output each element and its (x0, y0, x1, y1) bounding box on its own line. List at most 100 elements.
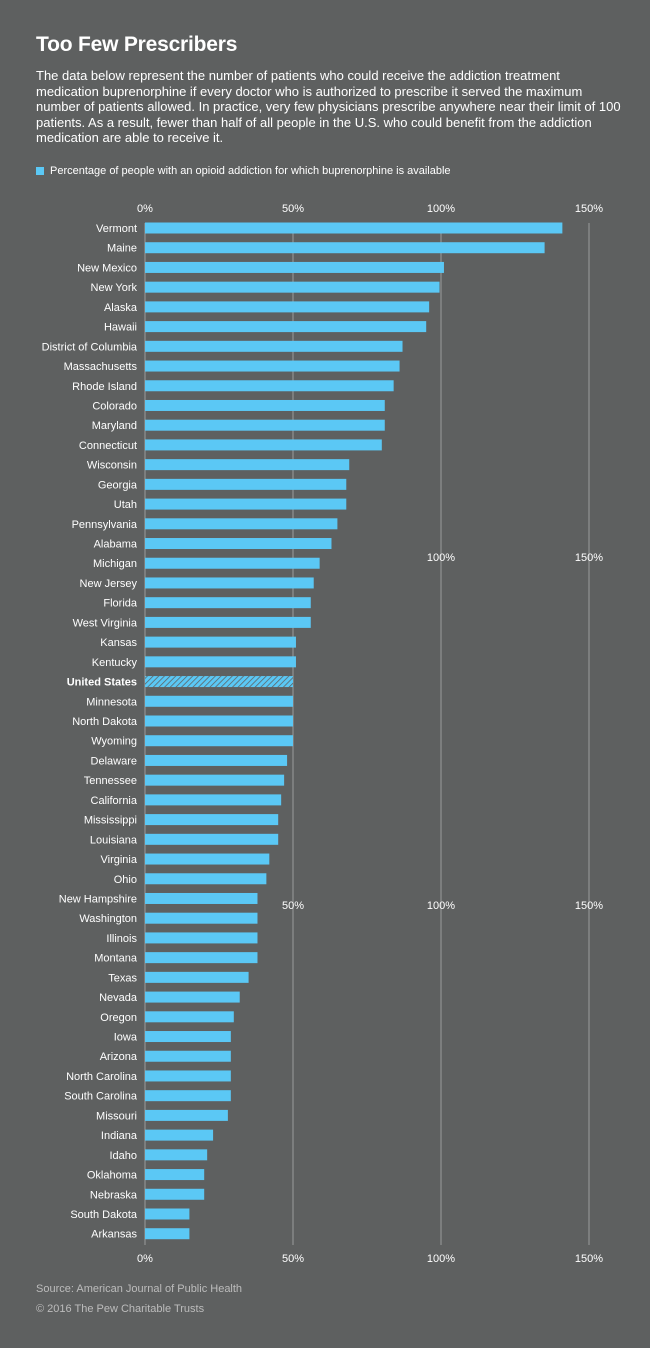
bar (145, 577, 314, 589)
tick-label: 0% (137, 203, 153, 215)
tick-label: 150% (575, 203, 603, 215)
category-label: New Mexico (77, 262, 137, 274)
category-label: Vermont (96, 223, 137, 235)
chart-description: The data below represent the number of p… (36, 68, 621, 145)
bar (145, 853, 270, 865)
bar (145, 459, 350, 471)
category-label: California (91, 795, 138, 807)
bar-chart: 0% 50% 100% 150% 100% 150% 50% 100% 150% 0% 50% 100… (42, 203, 604, 1265)
bar (145, 754, 288, 766)
category-label: Utah (114, 499, 137, 511)
bar (145, 991, 240, 1003)
category-label: Texas (108, 972, 137, 984)
category-label: Louisiana (90, 834, 138, 846)
bar (145, 498, 347, 510)
tick-label: 0% (137, 1253, 153, 1265)
bar (145, 597, 311, 609)
bar (145, 1169, 205, 1181)
category-label: United States (67, 677, 137, 689)
copyright-note: © 2016 The Pew Charitable Trusts (36, 1303, 205, 1315)
source-note: Source: American Journal of Public Healt… (36, 1283, 243, 1295)
bar (145, 932, 258, 944)
bar (145, 360, 400, 372)
category-label: Washington (79, 913, 137, 925)
bar (145, 340, 403, 352)
bar (145, 261, 444, 273)
bar (145, 439, 382, 451)
category-label: Georgia (98, 479, 138, 491)
tick-label: 100% (427, 203, 455, 215)
bar (145, 814, 279, 826)
bar (145, 912, 258, 924)
bar (145, 538, 332, 550)
legend-swatch (36, 167, 44, 175)
category-label: New York (91, 282, 138, 294)
category-label: Michigan (93, 558, 137, 570)
bar (145, 1208, 190, 1220)
bar (145, 419, 385, 431)
bar (145, 281, 440, 293)
category-label: District of Columbia (42, 341, 138, 353)
category-label: Florida (103, 598, 138, 610)
category-label: Oklahoma (87, 1170, 138, 1182)
category-label: Alaska (104, 302, 138, 314)
bar (145, 892, 258, 904)
tick-label: 50% (282, 1253, 304, 1265)
bar-highlight (145, 676, 293, 688)
bar (145, 557, 320, 569)
category-label: Missouri (96, 1110, 137, 1122)
bar (145, 656, 296, 668)
bar (145, 1109, 228, 1121)
tick-label: 50% (282, 203, 304, 215)
bar (145, 1129, 214, 1141)
category-label: Hawaii (104, 322, 137, 334)
bar (145, 952, 258, 964)
category-label: West Virginia (73, 617, 138, 629)
legend-label: Percentage of people with an opioid addi… (50, 165, 451, 177)
category-label: Nebraska (90, 1189, 138, 1201)
category-label: Massachusetts (64, 361, 138, 373)
category-label: Arizona (100, 1051, 138, 1063)
category-label: Colorado (92, 400, 137, 412)
category-label: Connecticut (79, 440, 137, 452)
bar (145, 873, 267, 885)
category-label: Delaware (91, 755, 137, 767)
category-label: Maine (107, 243, 137, 255)
category-label: Nevada (99, 992, 138, 1004)
category-label: Pennsylvania (72, 519, 138, 531)
bar (145, 833, 279, 845)
bar (145, 518, 338, 530)
bar (145, 636, 296, 648)
category-label: Kansas (100, 637, 137, 649)
category-label: Mississippi (84, 815, 137, 827)
category-label: Indiana (101, 1130, 138, 1142)
category-label: Oregon (100, 1012, 137, 1024)
bar (145, 774, 285, 786)
category-label: New Hampshire (59, 893, 137, 905)
category-label: Maryland (92, 420, 137, 432)
bar (145, 301, 430, 313)
category-label: Rhode Island (72, 381, 137, 393)
category-label: South Carolina (64, 1091, 138, 1103)
bar (145, 242, 545, 254)
bar (145, 1090, 231, 1102)
category-label: Montana (94, 953, 138, 965)
bar (145, 399, 385, 411)
bar (145, 794, 282, 806)
bar (145, 380, 394, 392)
category-label: Ohio (114, 874, 137, 886)
tick-label: 100% (427, 1253, 455, 1265)
category-label: Kentucky (92, 657, 138, 669)
bar (145, 1070, 231, 1082)
bar (145, 735, 293, 747)
bar (145, 1228, 190, 1240)
category-label: Minnesota (86, 696, 138, 708)
bar (145, 478, 347, 490)
category-label: New Jersey (80, 578, 138, 590)
tick-label: 150% (575, 1253, 603, 1265)
tick-label: 100% (427, 552, 455, 564)
category-label: Arkansas (91, 1229, 137, 1241)
category-label: North Carolina (66, 1071, 138, 1083)
bar (145, 222, 563, 234)
legend: Percentage of people with an opioid addi… (36, 165, 451, 177)
